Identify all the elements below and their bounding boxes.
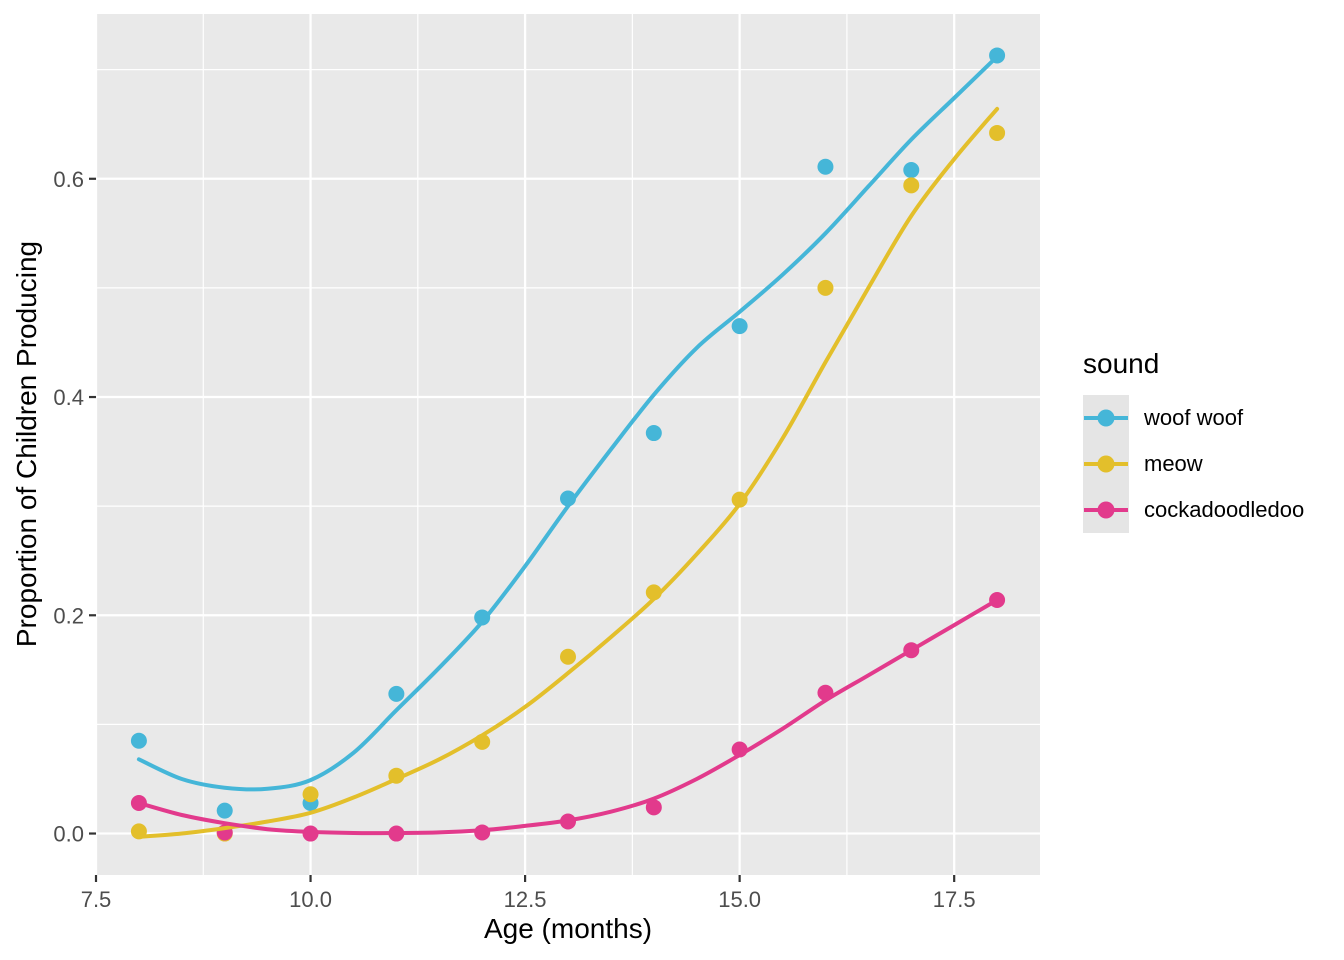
legend-key-meow <box>1083 441 1129 487</box>
panel-background <box>96 14 1040 875</box>
data-point-series-0 <box>130 732 147 749</box>
data-point-series-1 <box>989 124 1006 141</box>
legend-key-cockadoodledoo <box>1083 487 1129 533</box>
legend: sound woof woof meow cockadoodledoo <box>1083 348 1304 533</box>
data-point-series-0 <box>645 425 662 442</box>
data-point-series-0 <box>817 158 834 175</box>
point-swatch-icon <box>1097 455 1115 473</box>
legend-key-woof-woof <box>1083 395 1129 441</box>
x-tick-label: 7.5 <box>81 887 112 912</box>
y-tick-label: 0.4 <box>53 385 84 410</box>
x-tick-label: 10.0 <box>289 887 332 912</box>
data-point-series-0 <box>903 162 920 179</box>
smooth-line-series-1 <box>136 106 1000 839</box>
legend-item-meow: meow <box>1083 441 1304 487</box>
legend-label-meow: meow <box>1144 451 1203 476</box>
point-swatch-icon <box>1097 409 1115 427</box>
legend-label-woof-woof: woof woof <box>1144 405 1244 430</box>
smooth-line-series-2 <box>136 598 1000 836</box>
y-axis-title: Proportion of Children Producing <box>11 240 42 648</box>
data-point-series-0 <box>474 609 491 626</box>
legend-item-woof-woof: woof woof <box>1083 395 1304 441</box>
data-point-series-0 <box>216 802 233 819</box>
x-tick-label: 12.5 <box>504 887 547 912</box>
data-point-series-1 <box>302 786 319 803</box>
data-point-series-1 <box>560 648 576 665</box>
data-point-series-1 <box>903 177 920 194</box>
legend-label-cockadoodledoo: cockadoodledoo <box>1144 497 1305 522</box>
x-axis-title: Age (months) <box>483 913 653 944</box>
x-tick-label: 15.0 <box>718 887 761 912</box>
x-tick-label: 17.5 <box>933 887 976 912</box>
data-point-series-0 <box>388 685 405 702</box>
y-tick-label: 0.2 <box>53 603 84 628</box>
data-point-series-1 <box>817 279 834 296</box>
y-tick-label: 0.0 <box>53 822 84 847</box>
point-swatch-icon <box>1097 501 1115 519</box>
data-point-series-2 <box>645 799 662 816</box>
y-tick-label: 0.6 <box>53 167 84 192</box>
legend-title: sound <box>1083 348 1160 379</box>
smooth-line-series-0 <box>136 54 1000 792</box>
legend-item-cockadoodledoo: cockadoodledoo <box>1083 487 1304 533</box>
data-point-series-0 <box>731 318 748 335</box>
